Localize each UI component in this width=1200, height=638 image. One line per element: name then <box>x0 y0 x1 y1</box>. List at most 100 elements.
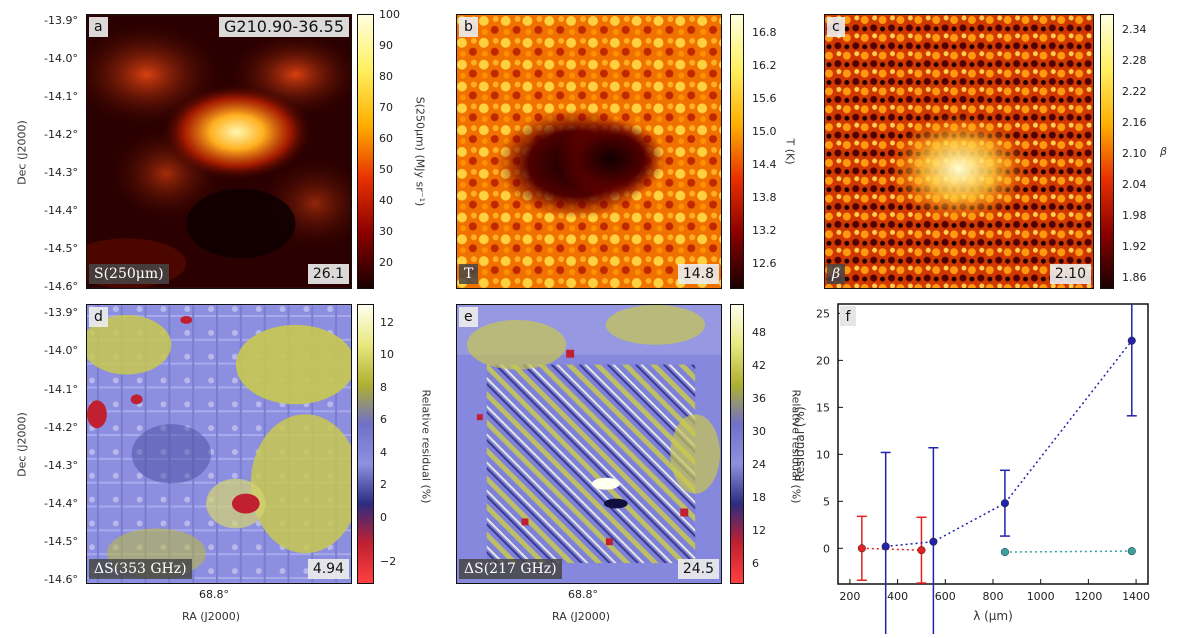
map-label: ΔS(353 GHz) <box>89 559 192 579</box>
cbar-tick: 20 <box>379 256 393 269</box>
colorbar-a <box>357 14 374 289</box>
dec-tick: -14.6° <box>44 573 78 586</box>
data-point <box>929 537 938 546</box>
cbar-tick: 2.10 <box>1122 147 1147 160</box>
cbar-tick: 4 <box>380 446 387 459</box>
map-d <box>87 305 351 583</box>
map-a-frame: a G210.90-36.55 S(250μm) 26.1 <box>86 14 352 289</box>
cbar-tick: 15.0 <box>752 125 777 138</box>
series-line <box>1004 550 1132 553</box>
dec-axis-label: Dec (J2000) <box>15 120 29 185</box>
cbar-tick: 2.22 <box>1122 85 1147 98</box>
dec-axis-label: Dec (J2000) <box>15 412 29 477</box>
panel-letter: d <box>89 307 108 327</box>
cbar-tick: 36 <box>752 392 766 405</box>
dec-tick: -14.4° <box>44 204 78 217</box>
dec-tick: -14.3° <box>44 166 78 179</box>
y-tick-label: 10 <box>816 448 830 461</box>
field-name: G210.90-36.55 <box>219 17 349 37</box>
cbar-tick: −2 <box>380 555 397 568</box>
data-point <box>1000 499 1009 508</box>
cbar-tick: 2.28 <box>1122 54 1147 67</box>
cbar-tick: 12.6 <box>752 257 777 270</box>
x-tick-label: 1200 <box>1074 590 1102 603</box>
data-point <box>1127 336 1136 345</box>
cbar-tick: 2.16 <box>1122 116 1147 129</box>
colorbar-c-label: β <box>1160 145 1168 158</box>
map-b <box>457 15 721 288</box>
cbar-tick: 1.86 <box>1122 271 1147 284</box>
map-c <box>825 15 1093 288</box>
cbar-tick: 16.8 <box>752 26 777 39</box>
y-tick-label: 0 <box>823 542 830 555</box>
data-point <box>917 546 926 555</box>
panel-letter-bg <box>840 306 856 326</box>
cbar-tick: 30 <box>752 425 766 438</box>
map-value: 24.5 <box>677 559 719 579</box>
cbar-tick: 15.6 <box>752 92 777 105</box>
x-tick-label: 800 <box>983 590 1004 603</box>
map-e-frame: e ΔS(217 GHz) 24.5 <box>456 304 722 584</box>
cbar-tick: 24 <box>752 458 766 471</box>
colorbar-b <box>730 14 744 289</box>
cbar-tick: 13.2 <box>752 224 777 237</box>
panel-letter: e <box>459 307 478 327</box>
x-axis-label: λ (μm) <box>973 609 1013 623</box>
dec-tick: -14.5° <box>44 535 78 548</box>
y-tick-label: 25 <box>816 307 830 320</box>
cbar-tick: 6 <box>380 413 387 426</box>
map-value: 26.1 <box>307 264 349 284</box>
colorbar-b-label: T (K) <box>783 138 797 165</box>
cbar-tick: 80 <box>379 70 393 83</box>
cbar-tick: 2.04 <box>1122 178 1147 191</box>
cbar-tick: 10 <box>380 348 394 361</box>
cbar-tick: 100 <box>379 8 400 21</box>
y-tick-label: 5 <box>823 495 830 508</box>
panel-letter: c <box>827 17 845 37</box>
x-tick-label: 400 <box>887 590 908 603</box>
map-label: T <box>459 264 479 284</box>
cbar-tick: 2 <box>380 478 387 491</box>
x-tick-label: 1400 <box>1122 590 1150 603</box>
cbar-tick: 90 <box>379 39 393 52</box>
residual-chart: 200 400 600 800 1000 1200 1400 0 5 10 15 20 25 λ (μm)… <box>793 303 1150 638</box>
panel-f: 200 400 600 800 1000 1200 1400 0 5 10 15 20 25 λ (μm)… <box>790 296 1190 638</box>
cbar-tick: 48 <box>752 326 766 339</box>
cbar-tick: 12 <box>380 316 394 329</box>
cbar-tick: 16.2 <box>752 59 777 72</box>
data-point <box>1127 547 1136 556</box>
map-value: 4.94 <box>307 559 349 579</box>
cbar-tick: 18 <box>752 491 766 504</box>
data-point <box>857 544 866 553</box>
dec-tick: -13.9° <box>44 14 78 27</box>
dec-tick: -14.4° <box>44 497 78 510</box>
data-point <box>1000 548 1009 557</box>
dec-tick: -14.0° <box>44 344 78 357</box>
cbar-tick: 42 <box>752 359 766 372</box>
ra-axis-label: RA (J2000) <box>552 610 611 623</box>
map-c-frame: c β 2.10 <box>824 14 1094 289</box>
cbar-tick: 0 <box>380 511 387 524</box>
dec-tick: -14.1° <box>44 90 78 103</box>
x-tick-label: 200 <box>839 590 860 603</box>
map-b-frame: b T 14.8 <box>456 14 722 289</box>
dec-tick: -13.9° <box>44 306 78 319</box>
map-d-frame: d ΔS(353 GHz) 4.94 <box>86 304 352 584</box>
colorbar-d-label: Relative residual (%) <box>419 389 433 504</box>
y-tick-label: 15 <box>816 401 830 414</box>
cbar-tick: 40 <box>379 194 393 207</box>
dec-tick: -14.6° <box>44 280 78 293</box>
dec-tick: -14.3° <box>44 459 78 472</box>
panel-letter: f <box>846 309 852 325</box>
colorbar-c <box>1100 14 1114 289</box>
x-tick-label: 600 <box>935 590 956 603</box>
cbar-tick: 1.98 <box>1122 209 1147 222</box>
cbar-tick: 8 <box>380 381 387 394</box>
data-point <box>881 542 890 551</box>
colorbar-a-label: S(250μm) (MJy sr⁻¹) <box>413 96 427 207</box>
map-label: β <box>827 264 846 284</box>
dec-tick: -14.5° <box>44 242 78 255</box>
map-value: 14.8 <box>677 264 719 284</box>
cbar-tick: 30 <box>379 225 393 238</box>
dec-tick: -14.2° <box>44 128 78 141</box>
